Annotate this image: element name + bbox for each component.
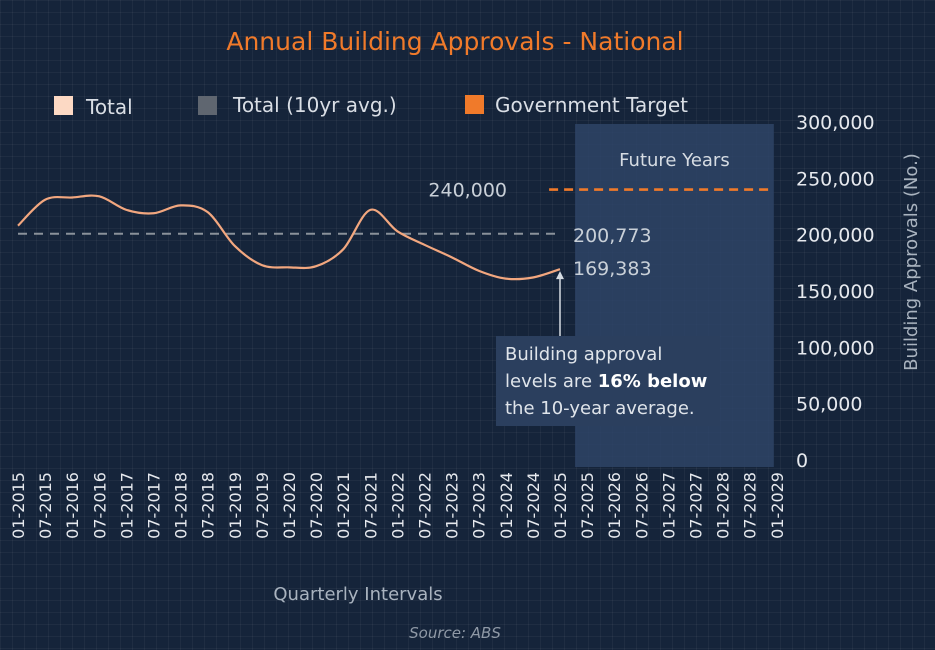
x-tick-label: 01-2018	[172, 472, 191, 539]
future-years-label: Future Years	[619, 150, 730, 171]
y-tick-label: 50,000	[796, 394, 862, 416]
chart-title: Annual Building Approvals - National	[226, 27, 683, 56]
y-tick-label: 150,000	[796, 281, 875, 303]
x-tick-label: 01-2022	[388, 472, 407, 539]
x-tick-label: 01-2028	[714, 472, 733, 539]
source-note: Source: ABS	[409, 624, 501, 642]
x-tick-label: 01-2016	[63, 472, 82, 539]
x-tick-label: 01-2015	[9, 472, 28, 539]
x-tick-label: 01-2027	[659, 472, 678, 539]
x-tick-label: 07-2017	[145, 472, 164, 539]
x-tick-label: 01-2021	[334, 472, 353, 539]
series-line-total	[17, 194, 561, 281]
x-tick-label: 01-2024	[497, 472, 516, 539]
x-axis-ticks: 01-2015 07-2015 01-2016 07-2016 01-2017 07-20…	[9, 472, 787, 539]
y-tick-label: 250,000	[796, 168, 875, 190]
x-tick-label: 07-2022	[416, 472, 435, 539]
y-tick-label: 100,000	[796, 337, 875, 359]
note-bold: 16% below	[598, 371, 708, 392]
y-tick-label: 0	[796, 450, 808, 472]
x-tick-label: 01-2019	[226, 472, 245, 539]
x-tick-label: 07-2015	[36, 472, 55, 539]
legend-swatch-total	[54, 96, 73, 115]
x-tick-label: 07-2025	[578, 472, 597, 539]
x-axis-label: Quarterly Intervals	[273, 584, 442, 605]
x-tick-label: 01-2026	[605, 472, 624, 539]
x-tick-label: 07-2026	[632, 472, 651, 539]
target-value-label: 240,000	[428, 180, 507, 202]
note-text: Building approval levels are 16% below t…	[505, 344, 713, 419]
x-tick-label: 07-2023	[470, 472, 489, 539]
x-tick-label: 07-2024	[524, 472, 543, 539]
latest-value-label: 169,383	[573, 258, 652, 280]
legend-swatch-target	[465, 95, 484, 114]
annotation-arrow-head	[556, 271, 564, 280]
legend-label-total: Total	[85, 95, 133, 119]
legend-swatch-avg	[198, 96, 217, 115]
x-tick-label: 07-2019	[253, 472, 272, 539]
note-line-2: levels are	[505, 371, 598, 392]
y-axis-ticks: 0 50,000 100,000 150,000 200,000 250,000 300,0…	[796, 112, 875, 472]
avg-value-label: 200,773	[573, 225, 652, 247]
x-tick-label: 07-2021	[361, 472, 380, 539]
x-tick-label: 01-2025	[551, 472, 570, 539]
x-tick-label: 07-2018	[199, 472, 218, 539]
note-box	[496, 336, 720, 426]
x-tick-label: 01-2029	[768, 472, 787, 539]
legend: Total Total (10yr avg.) Government Targe…	[54, 93, 688, 119]
y-tick-label: 200,000	[796, 225, 875, 247]
x-tick-label: 01-2017	[117, 472, 136, 539]
x-tick-label: 07-2027	[687, 472, 706, 539]
x-tick-label: 01-2020	[280, 472, 299, 539]
legend-label-avg: Total (10yr avg.)	[232, 93, 397, 117]
note-line-1: Building approval	[505, 344, 662, 365]
y-tick-label: 300,000	[796, 112, 875, 134]
x-tick-label: 01-2023	[443, 472, 462, 539]
x-tick-label: 07-2028	[741, 472, 760, 539]
note-line-3: the 10-year average.	[505, 398, 695, 419]
x-tick-label: 07-2020	[307, 472, 326, 539]
legend-label-target: Government Target	[495, 93, 688, 117]
y-axis-label: Building Approvals (No.)	[901, 153, 922, 371]
x-tick-label: 07-2016	[90, 472, 109, 539]
